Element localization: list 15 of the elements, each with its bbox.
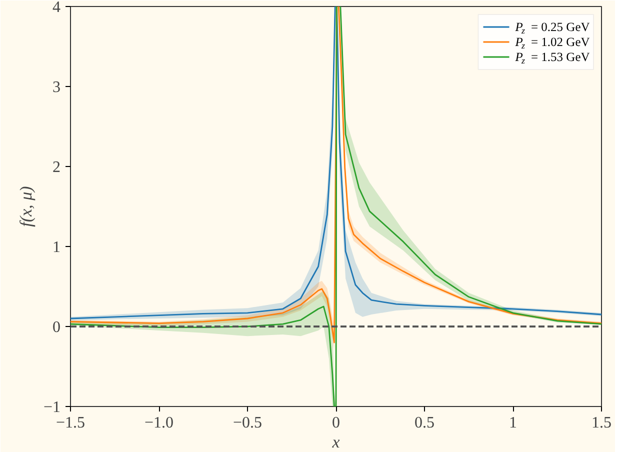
x-tick-label: 1.5 [592, 414, 612, 432]
y-axis-title: f(x, μ) [16, 186, 36, 227]
x-axis-title: x [331, 432, 340, 452]
y-tick-label: 4 [52, 0, 60, 16]
x-tick-label: 0.5 [414, 414, 434, 432]
y-tick-label: 2 [52, 159, 60, 176]
x-tick-label: 1 [509, 414, 517, 432]
x-tick-label: −1.0 [144, 414, 174, 432]
y-tick-label: 1 [52, 239, 60, 256]
y-tick-label: 0 [52, 319, 60, 336]
x-tick-label: 0 [332, 414, 340, 432]
x-tick-label: −0.5 [232, 414, 262, 432]
y-tick-label: −1 [43, 399, 61, 416]
x-tick-label: −1.5 [56, 414, 86, 432]
y-tick-label: 3 [52, 79, 60, 96]
